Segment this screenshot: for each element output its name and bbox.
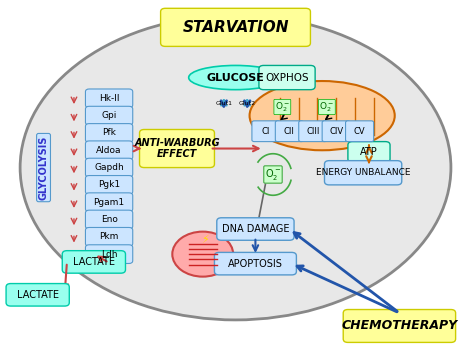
Text: Pgam1: Pgam1 [93,198,125,207]
Text: APOPTOSIS: APOPTOSIS [228,259,283,269]
FancyBboxPatch shape [85,193,133,211]
Text: CV: CV [354,127,365,136]
Text: CII: CII [284,127,295,136]
FancyBboxPatch shape [62,251,126,273]
FancyBboxPatch shape [6,283,69,306]
FancyBboxPatch shape [275,121,303,142]
Text: Aldoa: Aldoa [96,146,122,155]
Text: Pgk1: Pgk1 [98,180,120,190]
FancyBboxPatch shape [259,66,315,90]
Ellipse shape [20,15,451,320]
FancyBboxPatch shape [85,124,133,142]
FancyBboxPatch shape [85,210,133,229]
FancyBboxPatch shape [346,121,374,142]
Text: Pkm: Pkm [100,232,119,241]
Text: Pfk: Pfk [102,128,116,138]
FancyBboxPatch shape [348,142,390,162]
Text: Glut1: Glut1 [215,101,232,106]
Text: Hk-II: Hk-II [99,94,119,103]
Text: LACTATE: LACTATE [73,257,115,267]
FancyBboxPatch shape [85,89,133,108]
Text: CHEMOTHERAPY: CHEMOTHERAPY [341,319,457,333]
Text: OXPHOS: OXPHOS [265,73,309,83]
Text: Eno: Eno [100,215,118,224]
Text: GLUCOSE: GLUCOSE [207,73,264,83]
FancyBboxPatch shape [322,121,350,142]
Text: Glut2: Glut2 [239,101,256,106]
Text: O$_2^-$: O$_2^-$ [265,167,281,182]
Text: ⚡: ⚡ [201,235,209,245]
FancyBboxPatch shape [217,218,294,240]
Text: Gpi: Gpi [101,111,117,120]
FancyBboxPatch shape [252,121,280,142]
FancyBboxPatch shape [325,161,402,185]
Text: GLYCOLYSIS: GLYCOLYSIS [38,135,48,200]
FancyBboxPatch shape [85,158,133,177]
Text: ATP: ATP [360,147,378,157]
Text: LACTATE: LACTATE [17,290,59,300]
Text: CIII: CIII [306,127,319,136]
Text: STARVATION: STARVATION [182,20,289,35]
Ellipse shape [189,66,283,90]
Text: ANTI-WARBURG
EFFECT: ANTI-WARBURG EFFECT [134,138,220,159]
FancyBboxPatch shape [161,8,310,46]
FancyBboxPatch shape [85,106,133,125]
FancyBboxPatch shape [85,228,133,246]
FancyBboxPatch shape [343,310,456,342]
FancyBboxPatch shape [85,176,133,194]
Text: DNA DAMAGE: DNA DAMAGE [222,224,289,234]
Ellipse shape [250,81,395,150]
Text: ENERGY UNBALANCE: ENERGY UNBALANCE [316,168,410,177]
FancyBboxPatch shape [139,129,214,168]
Text: CIV: CIV [329,127,343,136]
FancyBboxPatch shape [85,141,133,159]
Text: Ldh: Ldh [101,250,118,259]
Text: Gapdh: Gapdh [94,163,124,172]
Circle shape [173,232,233,277]
Text: O$_2^-$: O$_2^-$ [275,100,290,114]
Text: O$_2^-$: O$_2^-$ [319,100,334,114]
FancyBboxPatch shape [299,121,327,142]
FancyBboxPatch shape [85,245,133,263]
FancyBboxPatch shape [214,252,296,275]
Text: CI: CI [262,127,270,136]
